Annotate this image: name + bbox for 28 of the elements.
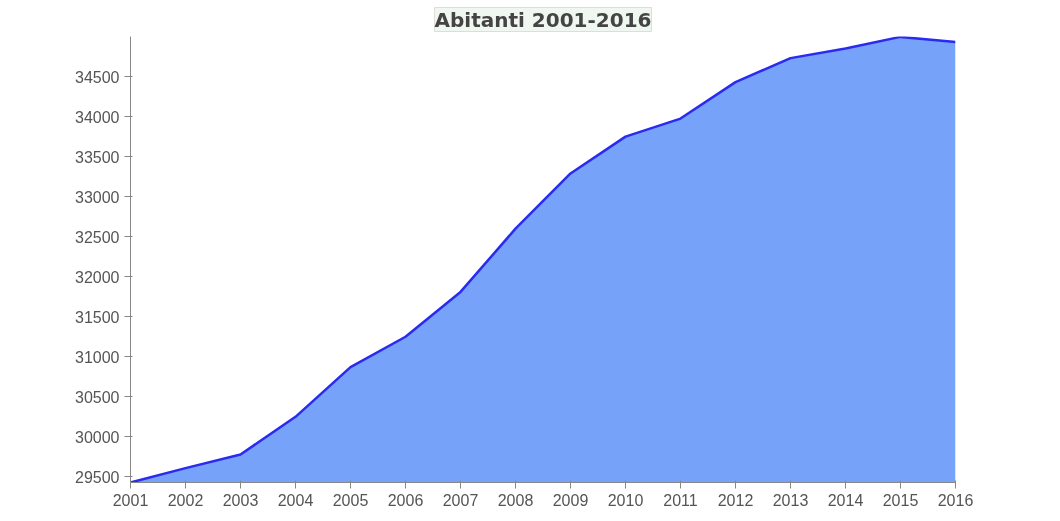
x-tick-label: 2003	[222, 491, 259, 509]
x-tick-label: 2015	[882, 491, 919, 509]
y-tick-label: 33000	[75, 188, 120, 206]
x-tick-label: 2008	[497, 491, 534, 509]
x-tick-label: 2016	[937, 491, 974, 509]
y-tick-label: 32500	[75, 228, 120, 246]
chart-title: Abitanti 2001-2016	[434, 7, 652, 32]
x-tick-label: 2009	[552, 491, 589, 509]
x-tick-label: 2002	[167, 491, 204, 509]
x-tick-label: 2013	[772, 491, 809, 509]
y-tick-label: 31500	[75, 308, 120, 326]
y-tick-label: 30500	[75, 388, 120, 406]
x-tick-label: 2004	[277, 491, 314, 509]
x-tick-label: 2010	[607, 491, 644, 509]
y-tick-label: 34500	[75, 68, 120, 86]
x-tick-label: 2007	[442, 491, 479, 509]
x-tick-label: 2005	[332, 491, 369, 509]
x-tick-label: 2014	[827, 491, 864, 509]
x-tick-label: 2006	[387, 491, 424, 509]
x-tick-label: 2001	[112, 491, 149, 509]
y-tick-label: 34000	[75, 108, 120, 126]
x-tick-label: 2011	[663, 491, 698, 509]
y-tick-label: 31000	[75, 348, 120, 366]
y-tick-label: 29500	[75, 468, 120, 486]
y-tick-label: 30000	[75, 428, 120, 446]
y-tick-label: 32000	[75, 268, 120, 286]
x-tick-label: 2012	[717, 491, 754, 509]
y-tick-label: 33500	[75, 148, 120, 166]
